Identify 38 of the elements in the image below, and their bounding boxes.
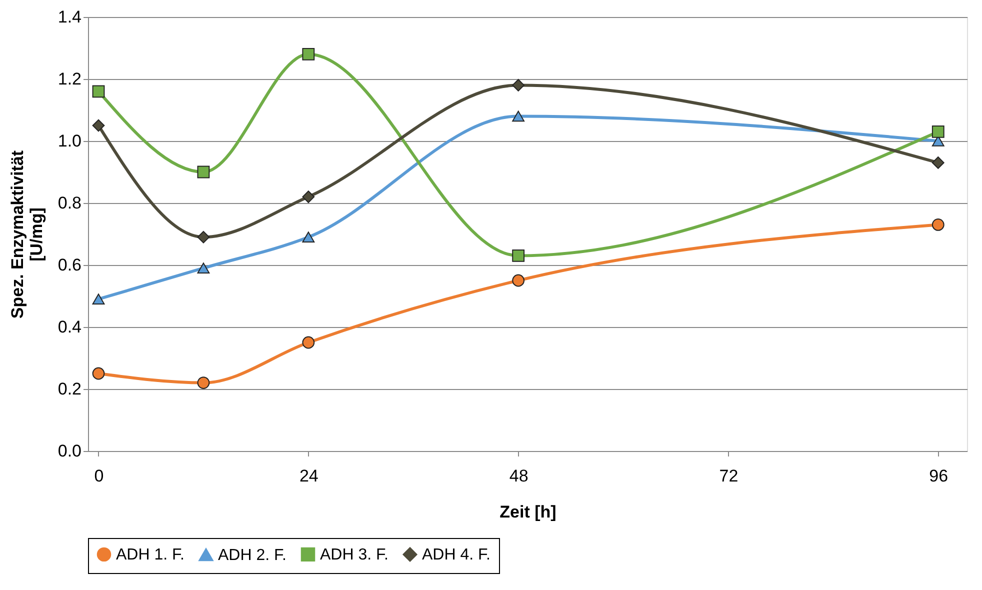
point: [197, 230, 210, 244]
point: [302, 190, 315, 203]
legend-label: ADH 2. F.: [218, 546, 286, 564]
point: [932, 156, 944, 169]
point: [512, 274, 525, 287]
point: [932, 126, 944, 138]
point: [92, 85, 105, 98]
y-axis-title: Spez. Enzymaktivität [U/mg]: [8, 150, 46, 319]
legend-label: ADH 3. F.: [320, 546, 388, 564]
point: [197, 376, 210, 389]
y-tick-label: 0.0: [58, 442, 82, 460]
y-tick-label: 0.4: [58, 318, 82, 336]
legend-label: ADH 4. F.: [422, 546, 490, 564]
point: [92, 119, 105, 132]
point: [92, 367, 105, 380]
point: [302, 48, 315, 60]
x-axis-title: Zeit [h]: [500, 502, 556, 522]
y-tick-label: 1.4: [58, 8, 82, 26]
point: [92, 294, 105, 305]
y-tick-label: 0.2: [58, 380, 82, 398]
y-tick-label: 0.8: [58, 194, 82, 212]
x-tick-label: 24: [299, 466, 318, 486]
point: [197, 262, 210, 274]
point: [512, 250, 525, 262]
point: [302, 336, 315, 349]
legend-label: ADH 1. F.: [116, 546, 184, 564]
x-tick-label: 96: [929, 466, 948, 486]
point: [302, 232, 315, 243]
point: [932, 218, 944, 231]
point: [197, 166, 210, 178]
x-tick-label: 0: [94, 466, 104, 486]
point: [512, 110, 525, 122]
x-tick-label: 72: [719, 466, 738, 486]
y-tick-label: 0.6: [58, 256, 82, 274]
y-tick-label: 1.0: [58, 132, 82, 150]
y-tick-label: 1.2: [58, 70, 82, 88]
x-tick-label: 48: [509, 466, 528, 486]
point: [512, 79, 525, 92]
